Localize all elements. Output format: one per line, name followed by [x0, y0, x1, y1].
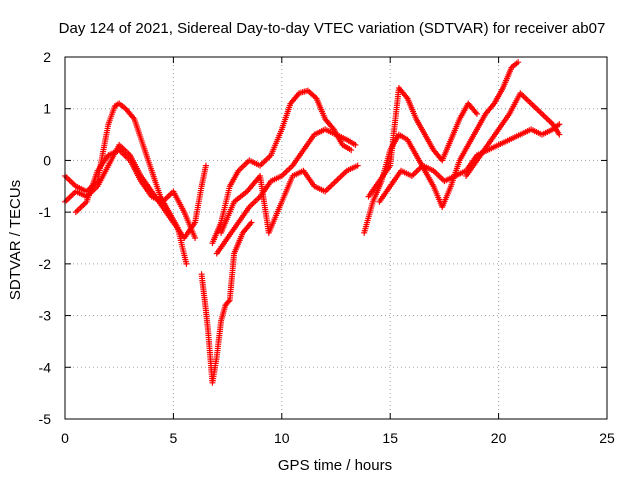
axis-ticks	[64, 56, 608, 420]
y-axis-label: SDTVAR / TECUs	[7, 180, 24, 300]
y-tick-label: -1	[39, 204, 52, 220]
series-track-f	[218, 162, 361, 236]
x-tick-label: 10	[274, 430, 290, 446]
y-tick-label: 2	[43, 49, 51, 65]
series-track-e	[213, 126, 359, 257]
data-point	[192, 235, 199, 241]
x-axis-label: GPS time / hours	[278, 457, 392, 474]
series-track-c	[72, 147, 199, 241]
data-point	[352, 141, 359, 148]
series-track-j	[463, 90, 563, 179]
series-dip	[198, 219, 255, 386]
data-points	[62, 59, 563, 386]
x-tick-label: 0	[61, 430, 69, 446]
plot-frame	[64, 56, 608, 420]
data-point	[183, 260, 190, 267]
data-point	[202, 162, 209, 169]
chart-title: Day 124 of 2021, Sidereal Day-to-day VTE…	[59, 20, 606, 37]
data-point	[354, 162, 361, 169]
series-track-i	[376, 121, 563, 205]
series-track-h	[365, 85, 480, 200]
grid	[65, 57, 607, 419]
y-tick-labels: -5 -4 -3 -2 -1 0 1 2	[39, 49, 52, 427]
x-tick-labels: 0 5 10 15 20 25	[61, 430, 615, 446]
y-tick-label: -4	[39, 359, 52, 375]
data-point	[556, 131, 563, 138]
x-tick-label: 15	[382, 430, 398, 446]
data-point	[515, 59, 522, 66]
y-tick-label: 1	[43, 101, 51, 117]
x-tick-label: 5	[170, 430, 178, 446]
y-tick-label: -2	[39, 256, 52, 272]
y-tick-label: -3	[39, 308, 52, 324]
y-tick-label: -5	[39, 411, 52, 427]
data-point	[348, 147, 355, 154]
data-point	[225, 298, 232, 305]
series-track-d	[209, 87, 355, 247]
series-track-b	[62, 100, 190, 267]
x-tick-label: 20	[491, 430, 507, 446]
data-point	[556, 121, 563, 128]
data-point	[248, 219, 255, 226]
data-point	[473, 110, 480, 117]
x-tick-label: 25	[599, 430, 615, 446]
y-tick-label: 0	[43, 152, 51, 168]
